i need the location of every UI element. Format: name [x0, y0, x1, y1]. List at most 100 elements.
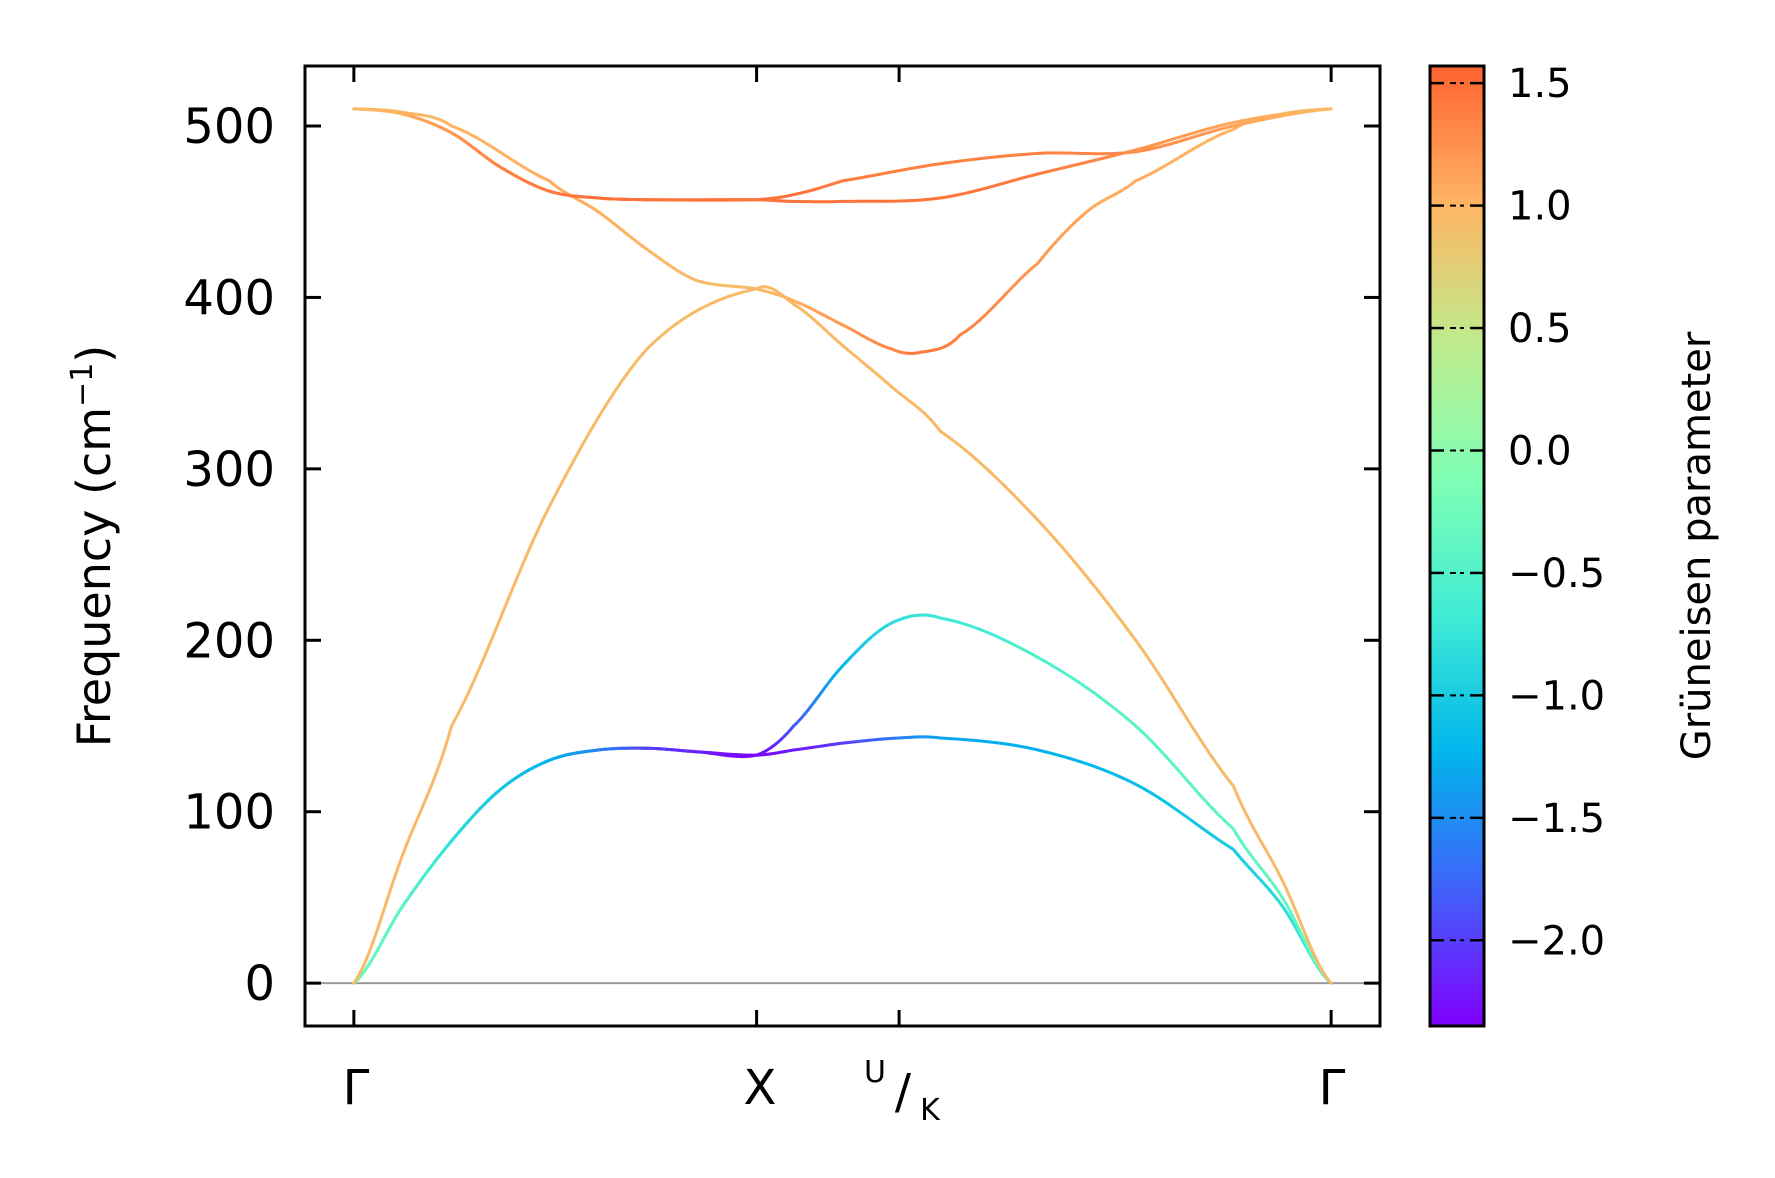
- band-segment: [1301, 934, 1309, 947]
- band-segment: [700, 302, 713, 310]
- band-segment: [1012, 642, 1024, 651]
- band-segment: [1085, 686, 1097, 696]
- band-segment: [1207, 831, 1219, 841]
- band-segment: [1183, 775, 1195, 789]
- band-segment: [466, 674, 478, 696]
- band-segment: [1060, 670, 1073, 679]
- band-segment: [1109, 606, 1121, 620]
- band-segment: [1134, 782, 1146, 791]
- band-segment: [458, 692, 470, 713]
- band-segment: [1292, 918, 1301, 930]
- colorbar-tick-label: −1.5: [1508, 796, 1605, 842]
- xtick-gamma-right: Γ: [1319, 1060, 1346, 1116]
- band-segment: [1183, 147, 1195, 156]
- band-segment: [629, 356, 641, 371]
- band-segment: [997, 292, 1007, 303]
- xtick-u: U: [864, 1055, 886, 1090]
- band-segment: [1020, 501, 1032, 514]
- band-segment: [663, 323, 676, 334]
- band-segment: [1101, 698, 1113, 708]
- band-segment: [458, 127, 470, 135]
- band-segment: [1003, 638, 1016, 646]
- band-segment: [580, 430, 592, 448]
- band-segment: [1292, 906, 1301, 920]
- band-segment: [1003, 286, 1014, 296]
- band-segment: [1117, 710, 1130, 721]
- band-segment: [1284, 887, 1292, 900]
- band-segment: [1174, 808, 1187, 817]
- band-segment: [612, 378, 625, 394]
- band-segment: [1207, 803, 1219, 815]
- band-segment: [425, 784, 433, 798]
- band-ta2: [352, 613, 1333, 985]
- band-segment: [564, 459, 576, 478]
- band-segment: [531, 521, 543, 543]
- band-segment: [1142, 171, 1154, 179]
- colorbar-tick-label: 1.5: [1508, 61, 1572, 107]
- band-segment: [539, 505, 551, 525]
- band-segment: [1150, 662, 1162, 678]
- band-segment: [1126, 717, 1138, 728]
- band-segment: [1191, 785, 1203, 798]
- band-segment: [523, 166, 535, 175]
- xtick-slash: /: [895, 1064, 912, 1120]
- band-segment: [380, 900, 388, 917]
- band-segment: [384, 888, 393, 904]
- band-segment: [1207, 134, 1219, 142]
- band-segment: [990, 299, 1001, 310]
- band-segment: [466, 131, 478, 139]
- plot-frame: [303, 64, 1382, 1028]
- band-segment: [1044, 660, 1056, 669]
- axis-ticks: [305, 66, 1380, 1026]
- band-segment: [604, 390, 616, 407]
- band-segment: [1280, 878, 1288, 891]
- band-segment: [368, 937, 376, 952]
- band-segment: [1207, 751, 1219, 766]
- band-segment: [421, 794, 429, 808]
- band-segment: [1297, 916, 1305, 930]
- band-segment: [736, 289, 749, 295]
- band-segment: [1174, 152, 1187, 161]
- band-segment: [389, 875, 397, 892]
- y-tick-labels: 0 100 200 300 400 500: [183, 99, 275, 1012]
- band-segment: [1297, 926, 1305, 938]
- band-segment: [1052, 536, 1064, 550]
- band-segment: [572, 444, 584, 463]
- colorbar: [1428, 64, 1486, 1028]
- band-lines: [352, 107, 1333, 985]
- band-segment: [372, 925, 380, 941]
- band-segment: [718, 294, 731, 302]
- band-segment: [507, 577, 519, 600]
- band-segment: [507, 156, 519, 165]
- band-segment: [393, 864, 401, 879]
- band-segment: [490, 145, 502, 154]
- band-to-lower: [352, 107, 1333, 355]
- band-segment: [637, 347, 649, 360]
- band-segment: [1126, 778, 1138, 786]
- band-segment: [450, 709, 462, 728]
- band-segment: [1313, 954, 1321, 966]
- band-segment: [1174, 766, 1187, 779]
- colorbar-tick-label: 0.0: [1508, 428, 1572, 474]
- band-segment: [1301, 926, 1309, 940]
- band-segment: [691, 306, 704, 315]
- band-segment: [1134, 724, 1146, 735]
- band-segment: [1093, 692, 1105, 702]
- band-segment: [588, 416, 600, 434]
- colorbar-tick-label: 0.5: [1508, 306, 1572, 352]
- band-segment: [1052, 665, 1064, 674]
- band-segment: [1142, 787, 1154, 795]
- band-segment: [645, 338, 658, 351]
- band-segment: [539, 175, 551, 183]
- colorbar-label: Grüneisen parameter: [1674, 331, 1720, 760]
- band-segment: [397, 853, 405, 868]
- band-segment: [1223, 774, 1235, 788]
- band-segment: [1183, 713, 1195, 730]
- band-segment: [1150, 167, 1162, 175]
- colorbar-tick-label: −2.0: [1508, 918, 1605, 964]
- colorbar-tick-label: −1.0: [1508, 673, 1605, 719]
- band-segment: [1077, 565, 1089, 579]
- band-segment: [1158, 674, 1170, 691]
- band-segment: [1060, 546, 1073, 559]
